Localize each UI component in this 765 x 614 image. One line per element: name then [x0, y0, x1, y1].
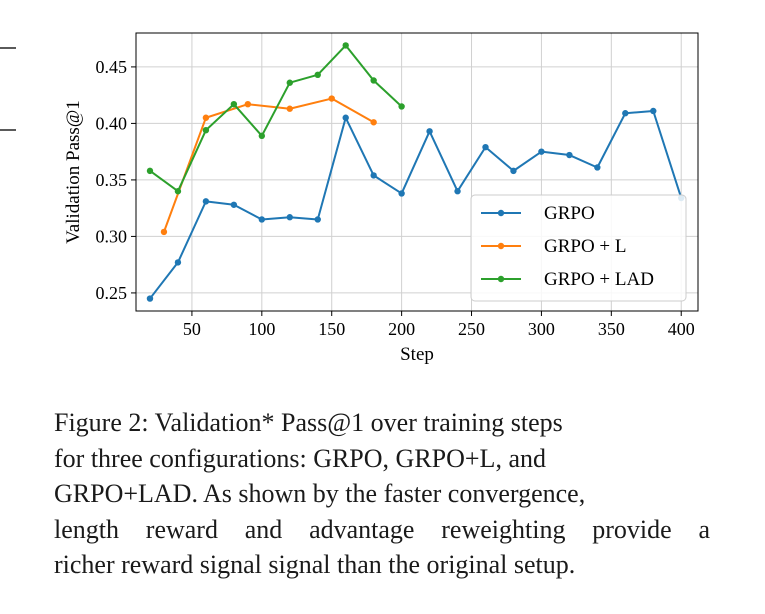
caption-line-2: for three configurations: GRPO, GRPO+L, …: [54, 443, 546, 473]
y-tick-label: 0.40: [96, 113, 128, 133]
grid-lines: [136, 33, 698, 311]
y-tick-label: 0.30: [96, 226, 128, 246]
data-point: [174, 188, 182, 195]
y-tick-label: 0.25: [96, 283, 128, 303]
data-point: [370, 119, 377, 126]
data-point: [146, 295, 154, 302]
legend-label: GRPO + LAD: [544, 269, 654, 290]
data-point: [202, 114, 210, 121]
data-point: [258, 132, 266, 140]
left-column-fragment: [0, 47, 16, 131]
data-point: [286, 79, 293, 86]
series-1: [160, 95, 377, 236]
data-point: [594, 164, 601, 171]
data-point: [622, 110, 629, 117]
series-2: [146, 42, 405, 195]
legend-marker: [497, 242, 505, 250]
data-point: [146, 167, 154, 175]
legend-marker: [497, 209, 505, 217]
data-point: [566, 151, 573, 159]
data-point: [230, 100, 238, 108]
series-0: [146, 107, 685, 302]
x-tick-label: 250: [458, 319, 485, 339]
x-tick-label: 400: [668, 319, 695, 339]
x-tick-label: 50: [183, 319, 201, 339]
y-axis-label: Validation Pass@1: [63, 100, 84, 244]
x-axis-label: Step: [400, 344, 434, 365]
data-point: [314, 71, 321, 79]
data-point: [398, 103, 405, 110]
data-point: [370, 172, 377, 179]
data-point: [258, 216, 266, 223]
x-tick-label: 300: [528, 319, 555, 339]
y-tick-label: 0.35: [96, 170, 128, 190]
figure-caption: Figure 2: Validation* Pass@1 over traini…: [54, 405, 710, 583]
series-layer: [146, 42, 685, 302]
data-point: [160, 228, 168, 236]
data-point: [398, 190, 405, 197]
caption-line-5: richer reward signal signal than the ori…: [54, 550, 576, 579]
data-point: [286, 214, 293, 221]
data-point: [342, 114, 349, 121]
x-tick-label: 150: [318, 319, 345, 339]
line-chart: 50 100 150 200 250 300 350 400 0.25 0.30 0.35 0.40 0…: [63, 32, 699, 365]
caption-line-1: Figure 2: Validation* Pass@1 over traini…: [54, 408, 563, 437]
x-tick-label: 100: [248, 319, 275, 339]
legend-label: GRPO + L: [544, 236, 627, 257]
x-tick-label: 350: [598, 319, 625, 339]
series-line: [149, 44, 403, 193]
data-point: [202, 198, 210, 205]
data-point: [426, 128, 433, 135]
data-point: [342, 42, 349, 49]
data-point: [286, 105, 293, 112]
data-point: [174, 259, 182, 266]
x-tick-label: 200: [388, 319, 415, 339]
data-point: [650, 107, 657, 115]
data-point: [230, 201, 238, 208]
data-point: [202, 126, 210, 134]
data-point: [510, 167, 517, 175]
legend-box: [470, 194, 687, 302]
plot-frame: [135, 32, 699, 312]
legend: GRPO GRPO + L GRPO + LAD: [470, 194, 687, 302]
axis-ticks: 50 100 150 200 250 300 350 400 0.25 0.30 0.35 0.40 0…: [96, 57, 695, 339]
data-point: [454, 188, 461, 195]
y-tick-label: 0.45: [96, 57, 128, 77]
data-point: [328, 95, 335, 102]
data-point: [314, 216, 321, 223]
data-point: [370, 77, 377, 84]
data-point: [538, 148, 545, 155]
caption-line-4: length reward and advantage reweighting …: [54, 514, 710, 544]
legend-marker: [497, 275, 505, 283]
series-line: [163, 97, 375, 233]
legend-label: GRPO: [544, 203, 595, 224]
data-point: [482, 143, 489, 151]
caption-line-3: GRPO+LAD. As shown by the faster converg…: [54, 479, 586, 508]
data-point: [244, 100, 252, 108]
series-line: [149, 109, 683, 300]
